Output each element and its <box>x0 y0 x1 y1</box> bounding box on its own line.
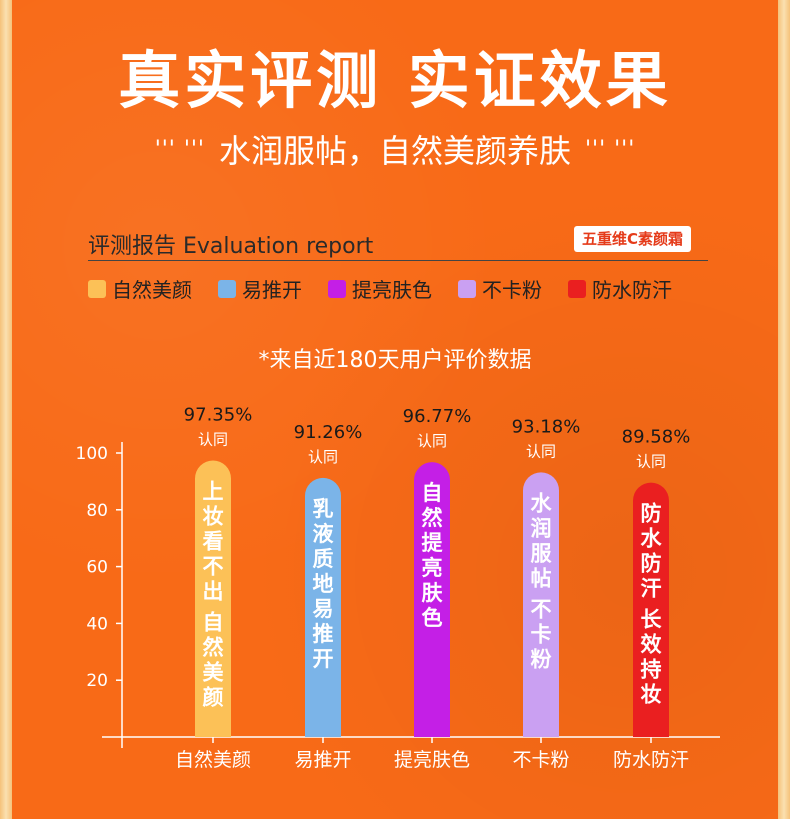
bar-text: 乳液质地易推开 <box>313 497 334 671</box>
y-tick-label: 60 <box>86 558 108 578</box>
x-tick-label: 不卡粉 <box>512 749 569 771</box>
y-tick-label: 20 <box>86 671 108 691</box>
legend-item: 不卡粉 <box>458 274 542 303</box>
data-sublabel: 认同 <box>198 431 228 449</box>
bar-text: 不卡粉 <box>531 597 552 671</box>
legend-label: 防水防汗 <box>592 278 672 302</box>
bar <box>305 477 341 737</box>
legend-item: 自然美颜 <box>88 274 192 303</box>
y-tick-label: 100 <box>76 444 108 464</box>
page-title: 真实评测 实证效果 <box>118 44 672 117</box>
bar <box>523 472 559 737</box>
legend-swatch <box>88 279 106 298</box>
chart-legend: 自然美颜 易推开 提亮肤色 不卡粉 防水防汗 <box>88 274 672 303</box>
x-tick-label: 提亮肤色 <box>394 749 470 771</box>
report-title: 评测报告 Evaluation report <box>88 234 374 259</box>
bar <box>195 460 231 737</box>
legend-label: 自然美颜 <box>112 278 192 302</box>
left-frame-border <box>0 0 12 819</box>
legend-item: 提亮肤色 <box>328 274 432 303</box>
x-tick-label: 防水防汗 <box>613 749 689 771</box>
bar-text: 长效持妆 <box>641 608 663 707</box>
bar-text: 自然美颜 <box>203 611 224 710</box>
legend-swatch <box>218 279 236 298</box>
legend-label: 不卡粉 <box>482 278 542 302</box>
bar <box>414 462 450 737</box>
page-subtitle: 水润服帖，自然美颜养肤 <box>218 132 571 170</box>
legend-swatch <box>568 279 586 298</box>
data-label: 89.58% <box>622 427 691 448</box>
data-label: 96.77% <box>403 406 472 427</box>
legend-label: 易推开 <box>242 278 302 302</box>
legend-item: 防水防汗 <box>568 274 672 303</box>
y-tick-label: 80 <box>86 501 108 521</box>
data-source-note: *来自近180天用户评价数据 <box>258 348 532 373</box>
y-tick-label: 40 <box>86 614 108 634</box>
x-tick-label: 自然美颜 <box>175 749 251 771</box>
data-sublabel: 认同 <box>308 448 338 466</box>
decor-right: ''' ''' <box>585 136 636 162</box>
subtitle-row: ''' ''' 水润服帖，自然美颜养肤 ''' ''' <box>0 126 790 172</box>
data-label: 93.18% <box>512 416 581 437</box>
legend-swatch <box>328 279 346 298</box>
bar-text: 自然提亮肤色 <box>422 481 444 630</box>
bar-text: 上妆看不出 <box>203 480 224 604</box>
data-label: 97.35% <box>184 405 253 426</box>
bar <box>633 482 669 737</box>
product-badge: 五重维C素颜霜 <box>574 226 692 252</box>
bar-text: 水润服帖 <box>531 491 553 590</box>
data-label: 91.26% <box>294 422 363 443</box>
decor-left: ''' ''' <box>154 136 205 162</box>
x-tick-label: 易推开 <box>294 749 351 771</box>
bar-text: 防水防汗 <box>641 502 663 601</box>
legend-item: 易推开 <box>218 274 302 303</box>
report-divider <box>88 260 708 261</box>
data-sublabel: 认同 <box>417 432 447 450</box>
data-sublabel: 认同 <box>636 453 666 471</box>
legend-swatch <box>458 279 476 298</box>
data-sublabel: 认同 <box>526 442 556 460</box>
right-frame-border <box>778 0 790 819</box>
legend-label: 提亮肤色 <box>352 278 432 302</box>
